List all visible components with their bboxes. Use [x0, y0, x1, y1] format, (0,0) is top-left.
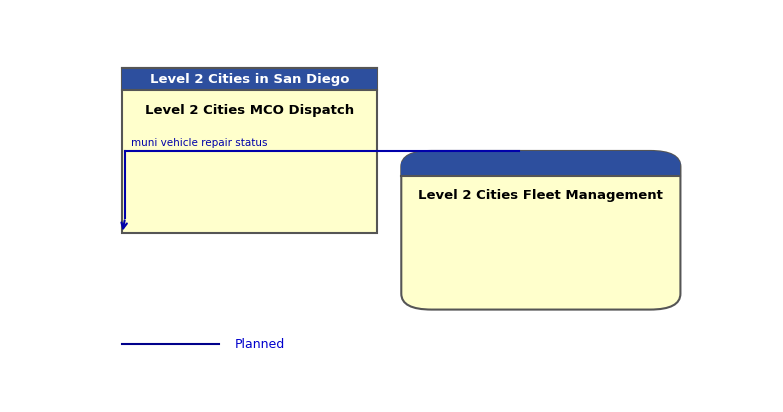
- Text: Planned: Planned: [234, 338, 285, 351]
- Bar: [402, 162, 680, 176]
- Text: Level 2 Cities in San Diego: Level 2 Cities in San Diego: [150, 73, 349, 86]
- Text: Level 2 Cities Fleet Management: Level 2 Cities Fleet Management: [418, 189, 663, 202]
- Bar: [122, 68, 377, 90]
- Bar: [122, 68, 377, 234]
- FancyBboxPatch shape: [402, 151, 680, 176]
- FancyBboxPatch shape: [402, 151, 680, 309]
- Text: Level 2 Cities MCO Dispatch: Level 2 Cities MCO Dispatch: [145, 104, 354, 117]
- Text: muni vehicle repair status: muni vehicle repair status: [132, 138, 268, 148]
